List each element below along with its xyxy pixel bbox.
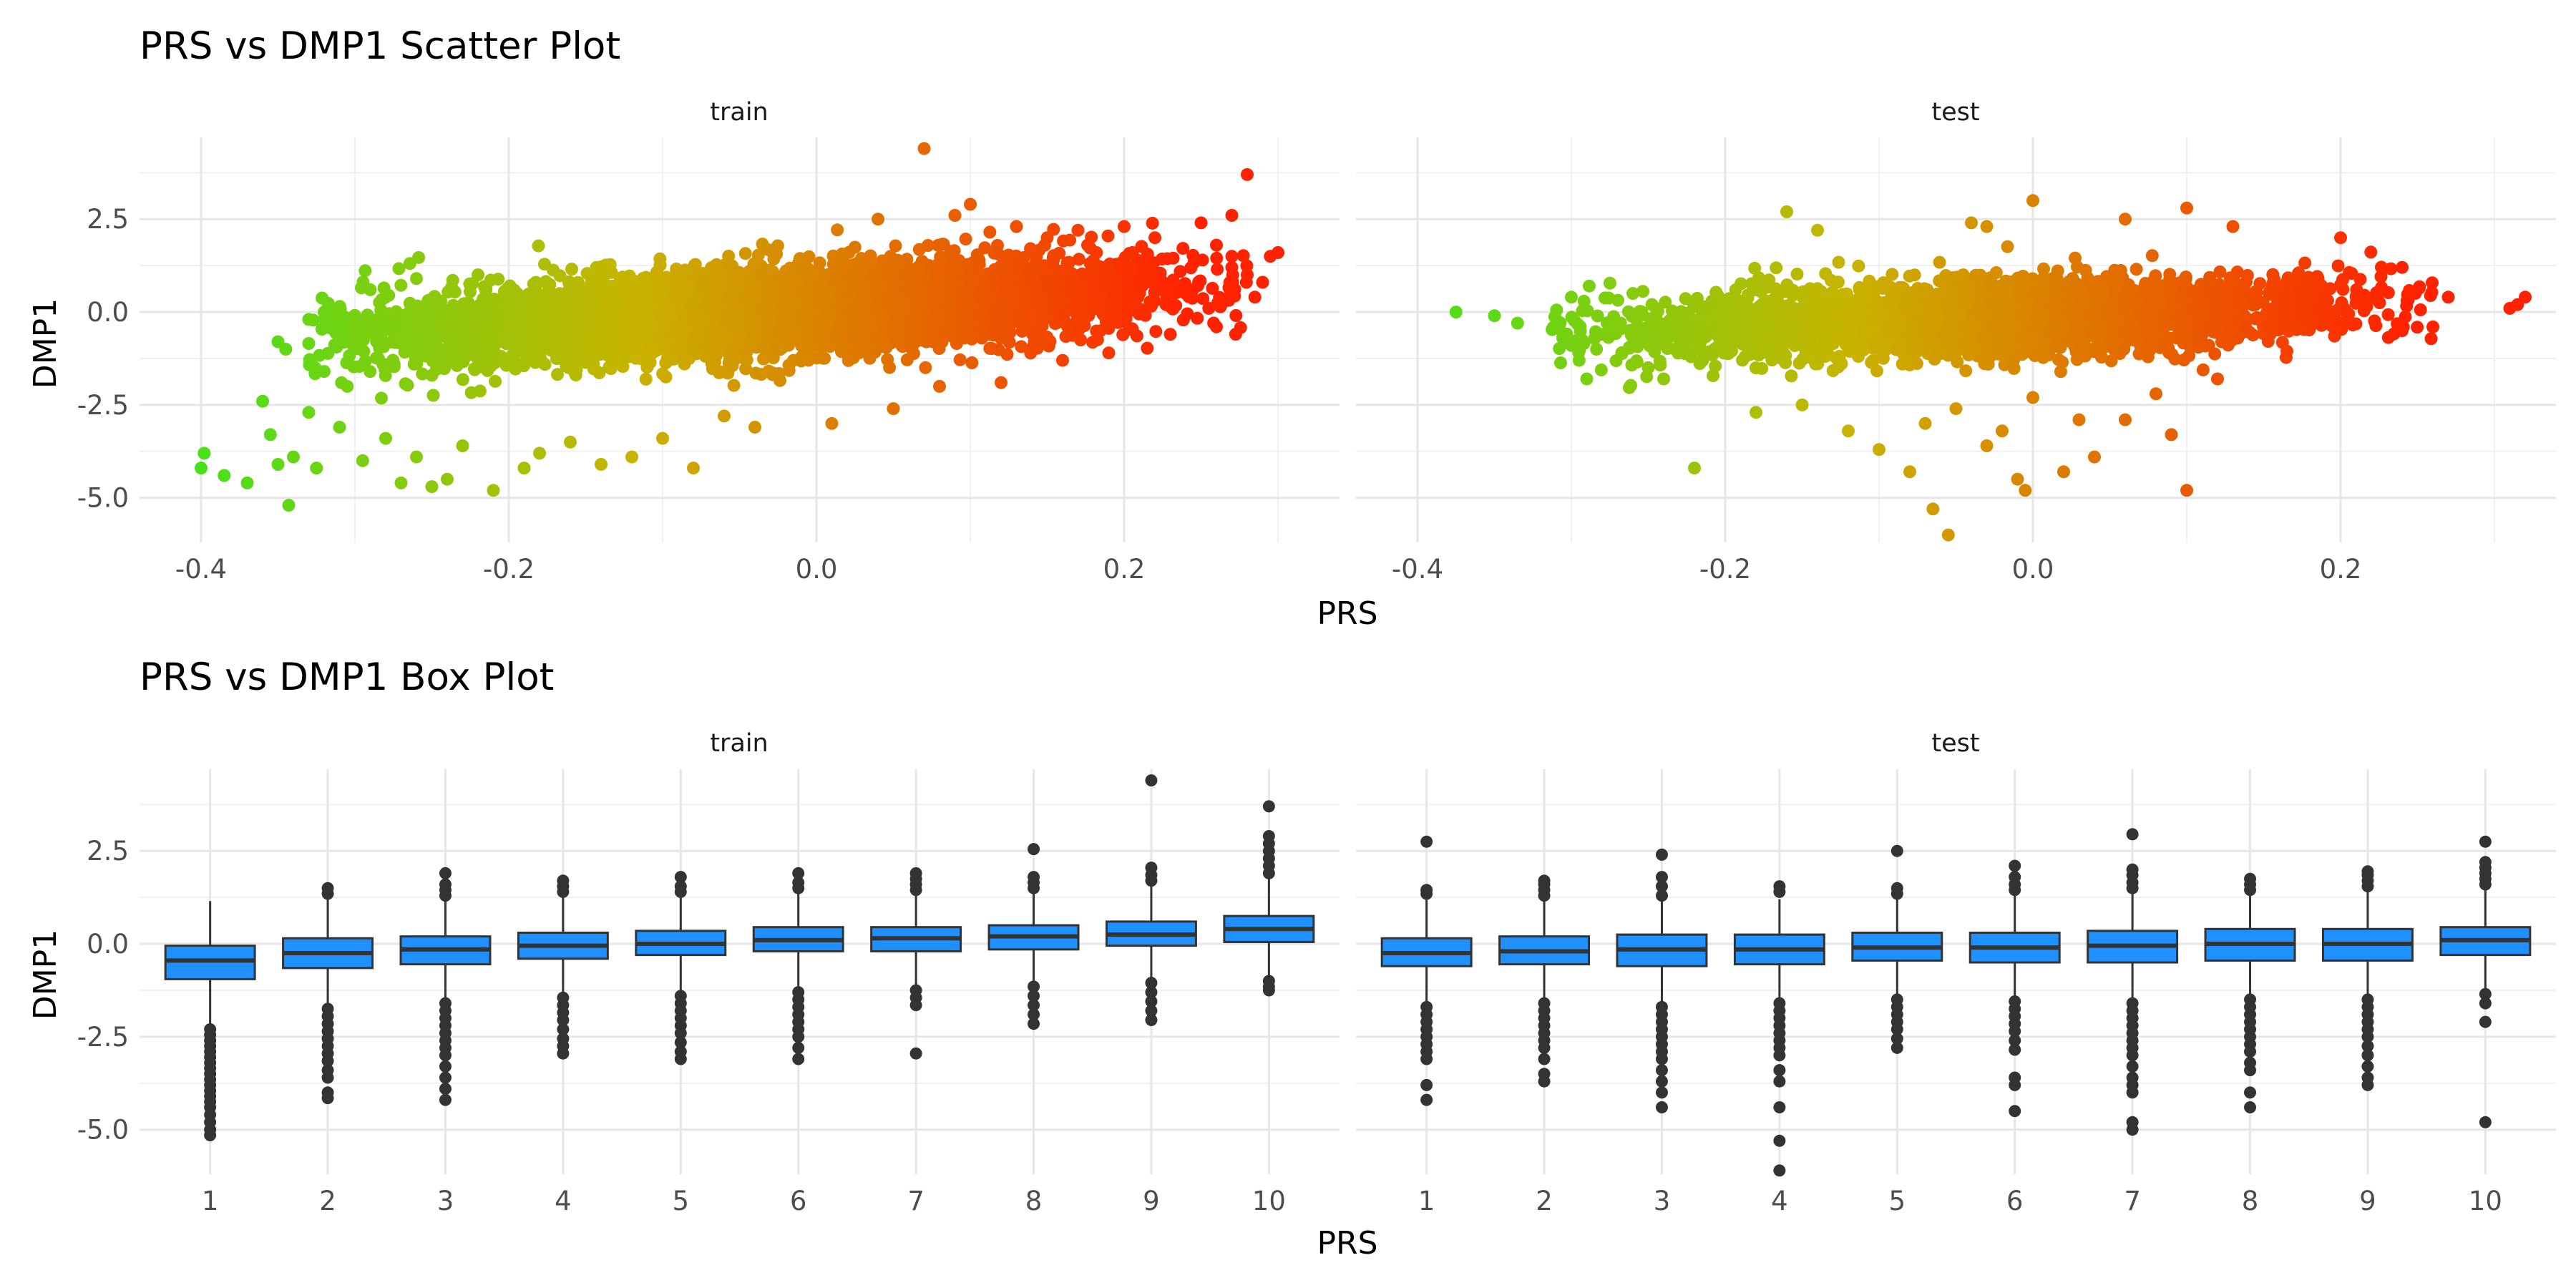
scatter-point — [623, 269, 636, 283]
scatter-point — [722, 250, 736, 263]
scatter-point — [1138, 308, 1152, 322]
scatter-point — [403, 257, 416, 270]
scatter-x-tick-label: 0.2 — [1103, 554, 1146, 585]
scatter-point — [1146, 216, 1159, 230]
scatter-point — [935, 238, 949, 251]
scatter-x-tick-label: -0.2 — [483, 554, 535, 585]
scatter-point — [919, 361, 932, 374]
scatter-point — [1161, 252, 1174, 265]
scatter-point — [831, 223, 844, 237]
scatter-point — [464, 386, 478, 399]
scatter-point — [782, 358, 796, 372]
scatter-point — [983, 341, 997, 355]
scatter-point — [346, 337, 359, 351]
scatter-point — [953, 353, 967, 366]
scatter-point — [983, 225, 997, 239]
scatter-point — [965, 356, 979, 369]
scatter-panel-train: -0.4 -0.2 0.0 0.2 — [140, 137, 1340, 585]
scatter-point — [816, 351, 830, 365]
scatter-point — [1176, 242, 1190, 255]
scatter-point — [1211, 263, 1224, 276]
scatter-point — [1229, 309, 1243, 322]
scatter-point — [848, 240, 862, 254]
scatter-point — [1085, 230, 1098, 244]
scatter-point — [358, 264, 372, 278]
scatter-point — [813, 256, 826, 270]
scatter-point — [794, 354, 808, 368]
scatter-point — [1057, 234, 1070, 248]
scatter-point-cloud — [195, 142, 1284, 512]
scatter-facet-label-test: test — [1931, 98, 1979, 127]
scatter-point — [889, 239, 902, 253]
scatter-point — [639, 372, 653, 386]
scatter-point — [1191, 311, 1204, 325]
scatter-point — [446, 273, 459, 287]
scatter-point — [386, 356, 399, 369]
scatter-point — [348, 308, 361, 322]
scatter-point — [369, 351, 383, 365]
scatter-point — [1196, 253, 1209, 267]
scatter-point — [364, 365, 377, 379]
scatter-point — [1101, 229, 1115, 243]
scatter-point — [1174, 265, 1187, 278]
scatter-point — [399, 377, 412, 391]
scatter-plot-title: PRS vs DMP1 Scatter Plot — [140, 24, 620, 68]
scatter-point — [900, 253, 914, 266]
scatter-point — [489, 374, 502, 388]
scatter-point — [1184, 261, 1198, 275]
scatter-x-tick-label: 0.0 — [796, 554, 838, 585]
scatter-point — [1149, 325, 1163, 338]
scatter-x-tick-label: -0.4 — [175, 554, 227, 585]
scatter-point — [959, 233, 972, 246]
scatter-point — [1181, 307, 1194, 321]
scatter-point — [1072, 253, 1085, 266]
scatter-point — [303, 358, 316, 371]
scatter-point — [1059, 330, 1073, 343]
scatter-point — [565, 263, 578, 276]
scatter-point — [635, 352, 648, 366]
scatter-point — [756, 238, 769, 251]
scatter-point — [1210, 251, 1224, 265]
scatter-point — [375, 391, 388, 405]
scatter-point — [1215, 294, 1228, 308]
scatter-point — [551, 368, 564, 381]
scatter-point — [462, 306, 476, 319]
scatter-point — [1192, 275, 1206, 289]
scatter-point — [340, 356, 353, 369]
scatter-point — [757, 352, 770, 366]
scatter-point — [972, 253, 986, 267]
scatter-point — [727, 379, 741, 392]
scatter-point — [1000, 348, 1014, 361]
scatter-point — [738, 247, 752, 260]
scatter-point — [1090, 324, 1103, 338]
scatter-point — [659, 370, 673, 384]
scatter-facet-label-train: train — [710, 98, 768, 127]
scatter-point — [978, 241, 992, 255]
scatter-point — [1141, 341, 1154, 355]
scatter-point — [1008, 296, 1022, 310]
scatter-point — [834, 345, 848, 358]
